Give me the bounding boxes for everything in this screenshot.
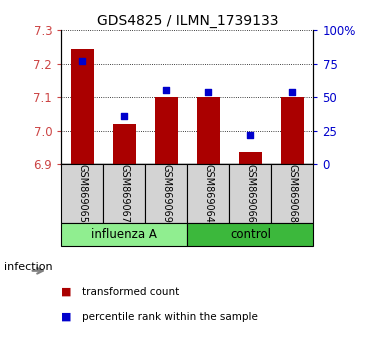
Bar (113, 124, 136, 164)
Bar (187, 164, 229, 223)
Text: GSM869067: GSM869067 (119, 164, 129, 223)
Bar (61, 164, 103, 223)
Text: GSM869068: GSM869068 (288, 164, 298, 223)
Text: influenza A: influenza A (91, 228, 157, 241)
Text: GSM869069: GSM869069 (161, 164, 171, 223)
Text: infection: infection (4, 262, 52, 272)
Bar (197, 97, 220, 164)
Text: ■: ■ (61, 312, 72, 322)
Point (79, 58, 85, 64)
Point (247, 132, 253, 138)
Bar (239, 153, 262, 164)
Bar (272, 164, 313, 223)
Bar (229, 164, 272, 223)
Text: control: control (230, 228, 271, 241)
Bar (155, 97, 178, 164)
Text: transformed count: transformed count (82, 287, 179, 297)
Point (121, 113, 127, 119)
Text: GSM869066: GSM869066 (246, 164, 255, 223)
Bar (61, 223, 187, 246)
Text: percentile rank within the sample: percentile rank within the sample (82, 312, 257, 322)
Point (206, 89, 211, 95)
Bar (103, 164, 145, 223)
Bar (281, 97, 304, 164)
Point (289, 89, 295, 95)
Text: ■: ■ (61, 287, 72, 297)
Title: GDS4825 / ILMN_1739133: GDS4825 / ILMN_1739133 (96, 14, 278, 28)
Point (163, 87, 169, 93)
Bar (187, 223, 313, 246)
Text: GSM869064: GSM869064 (203, 164, 213, 223)
Text: GSM869065: GSM869065 (77, 164, 87, 223)
Bar (145, 164, 187, 223)
Bar (71, 48, 94, 164)
